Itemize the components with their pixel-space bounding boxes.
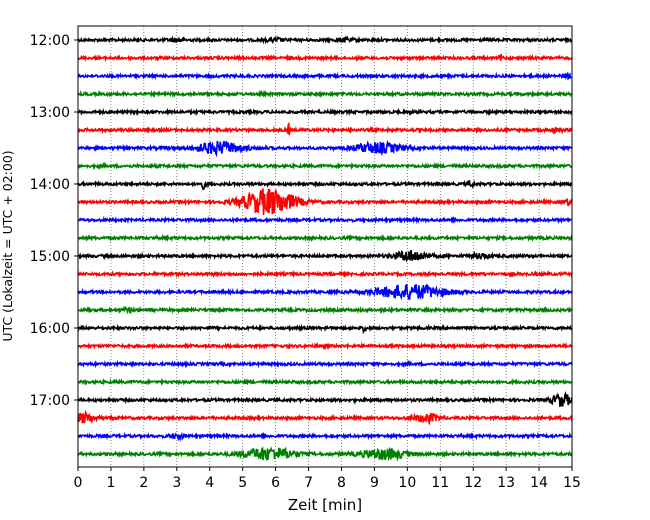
- x-tick-label: 6: [271, 475, 280, 491]
- y-tick-label: 17:00: [30, 393, 70, 409]
- trace-line: [77, 139, 573, 158]
- seismic-traces: [77, 35, 573, 462]
- x-tick-label: 1: [106, 475, 115, 491]
- plot-frame: [77, 25, 573, 468]
- x-axis-ticks: 0 1 2 3 4 5 6 7 8 9 10 11 12 13 14 15: [74, 467, 581, 491]
- y-tick-label: 15:00: [30, 249, 70, 265]
- trace-line: [77, 89, 573, 99]
- y-tick-label: 13:00: [30, 105, 70, 121]
- trace-line: [77, 188, 573, 216]
- x-tick-label: 2: [139, 475, 148, 491]
- trace-line: [77, 305, 573, 316]
- trace-line: [77, 323, 573, 335]
- trace-line: [77, 341, 573, 351]
- trace-line: [77, 35, 573, 45]
- trace-line: [77, 446, 573, 462]
- y-axis-label: UTC (Lokalzeit = UTC + 02:00): [0, 150, 15, 341]
- trace-line: [77, 269, 573, 279]
- x-tick-label: 13: [497, 475, 515, 491]
- trace-line: [77, 121, 573, 136]
- trace-line: [77, 391, 573, 407]
- x-tick-label: 12: [464, 475, 482, 491]
- trace-line: [77, 431, 573, 442]
- y-tick-label: 12:00: [30, 33, 70, 49]
- trace-line: [77, 161, 573, 171]
- y-tick-label: 14:00: [30, 177, 70, 193]
- y-axis-ticks: 12:00 13:00 14:00 15:00 16:00 17:00: [30, 33, 78, 409]
- trace-line: [77, 249, 573, 263]
- x-tick-label: 3: [172, 475, 181, 491]
- trace-line: [77, 377, 573, 387]
- x-tick-label: 14: [530, 475, 548, 491]
- trace-line: [77, 283, 573, 301]
- plot-background: [78, 26, 572, 467]
- x-tick-label: 0: [74, 475, 83, 491]
- x-tick-label: 11: [431, 475, 449, 491]
- y-tick-label: 16:00: [30, 321, 70, 337]
- x-tick-label: 7: [304, 475, 313, 491]
- x-tick-label: 5: [238, 475, 247, 491]
- trace-line: [77, 233, 573, 243]
- trace-line: [77, 359, 573, 369]
- trace-line: [77, 215, 573, 225]
- trace-line: [77, 53, 573, 63]
- trace-line: [77, 71, 573, 81]
- x-axis-label: Zeit [min]: [288, 496, 362, 514]
- x-tick-label: 8: [337, 475, 346, 491]
- x-tick-label: 10: [398, 475, 416, 491]
- trace-line: [77, 409, 573, 426]
- x-tick-label: 9: [370, 475, 379, 491]
- x-tick-label: 15: [563, 475, 581, 491]
- x-tick-label: 4: [205, 475, 214, 491]
- trace-line: [77, 179, 573, 191]
- trace-line: [77, 107, 573, 117]
